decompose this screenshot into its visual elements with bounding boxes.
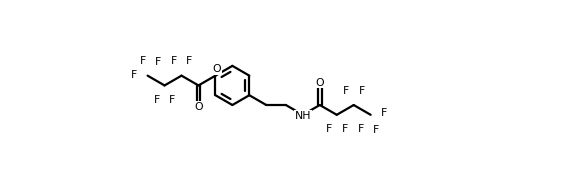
Text: F: F — [381, 108, 387, 118]
Text: F: F — [373, 125, 379, 135]
Text: F: F — [343, 86, 349, 96]
Text: O: O — [315, 78, 324, 88]
Text: F: F — [186, 56, 193, 66]
Text: O: O — [212, 64, 221, 74]
Text: F: F — [155, 57, 161, 67]
Text: F: F — [169, 95, 176, 105]
Text: F: F — [326, 124, 332, 134]
Text: F: F — [358, 86, 365, 96]
Text: F: F — [170, 56, 177, 66]
Text: F: F — [358, 124, 364, 134]
Text: NH: NH — [295, 111, 311, 121]
Text: O: O — [194, 102, 203, 112]
Text: F: F — [341, 124, 348, 134]
Text: F: F — [153, 95, 160, 105]
Text: F: F — [140, 56, 147, 66]
Text: F: F — [131, 70, 137, 80]
